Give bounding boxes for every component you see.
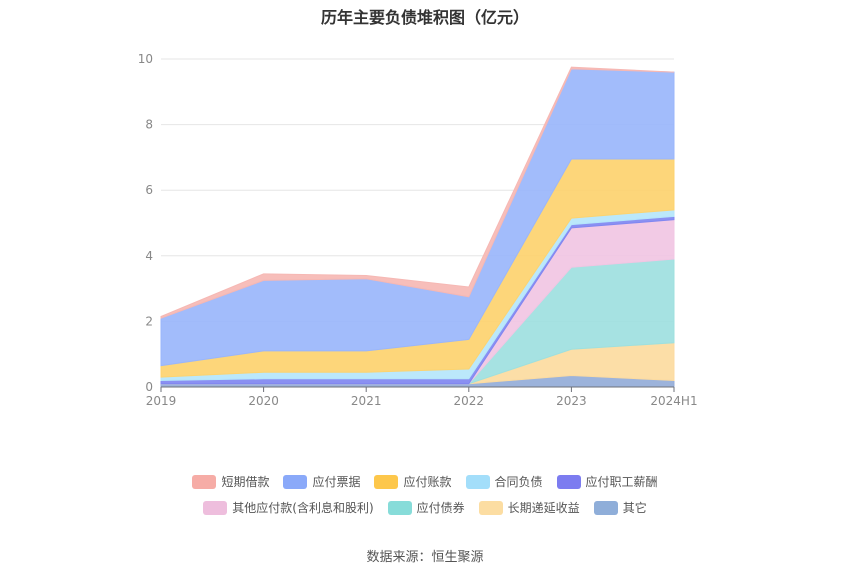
legend-item[interactable]: 合同负债 (465, 473, 543, 490)
legend-swatch (593, 500, 618, 515)
legend-item[interactable]: 应付票据 (283, 473, 360, 490)
legend-swatch (203, 500, 228, 515)
legend-item[interactable]: 应付职工薪酬 (556, 473, 658, 490)
legend-label: 应付票据 (312, 475, 361, 489)
y-tick-label: 0 (145, 380, 153, 394)
legend-swatch (478, 500, 503, 515)
x-tick-label: 2019 (146, 394, 177, 408)
y-tick-label: 4 (145, 249, 153, 263)
legend-item[interactable]: 应付账款 (374, 473, 452, 490)
x-tick-label: 2024H1 (650, 394, 697, 408)
legend-item[interactable]: 长期递延收益 (478, 499, 580, 516)
x-tick-label: 2023 (556, 394, 587, 408)
y-tick-label: 10 (138, 52, 153, 66)
legend-item[interactable]: 短期借款 (192, 473, 269, 490)
legend-swatch (192, 474, 217, 489)
legend-swatch (556, 474, 581, 489)
chart-title: 历年主要负债堆积图（亿元） (320, 8, 529, 27)
legend-swatch (465, 474, 490, 489)
legend-label: 应付债券 (416, 501, 465, 515)
legend-item[interactable]: 其它 (593, 499, 647, 516)
legend-label: 应付账款 (403, 475, 452, 489)
legend-swatch (374, 474, 399, 489)
x-tick-label: 2020 (248, 394, 279, 408)
stacked-area-chart: 0 2 4 6 8 10 2019 2020 2021 2022 2023 2024H1 (138, 52, 698, 408)
legend-item[interactable]: 其他应付款(含利息和股利) (203, 499, 374, 516)
legend-row-1: 短期借款 应付票据 应付账款 合同负债 应付职工薪酬 (0, 473, 850, 490)
x-tick-label: 2022 (454, 394, 485, 408)
area-短期借款 (160, 66, 675, 319)
legend-label: 短期借款 (221, 475, 270, 489)
legend-label: 应付职工薪酬 (585, 475, 658, 489)
axes: 0 2 4 6 8 10 2019 2020 2021 2022 2023 2024H1 (138, 52, 698, 408)
legend-swatch (387, 500, 412, 515)
y-tick-label: 8 (145, 118, 153, 132)
legend-swatch (283, 474, 308, 489)
legend-item[interactable]: 应付债券 (387, 499, 465, 516)
legend: 短期借款 应付票据 应付账款 合同负债 应付职工薪酬 其他应付款(含利息和股利) 应付债券… (0, 473, 850, 525)
area-series (160, 66, 675, 388)
legend-label: 其它 (622, 501, 647, 515)
y-tick-label: 6 (145, 183, 153, 197)
legend-label: 长期递延收益 (507, 501, 580, 515)
legend-label: 合同负债 (494, 475, 543, 489)
data-source-note: 数据来源：恒生聚源 (366, 550, 484, 565)
y-tick-label: 2 (145, 314, 153, 328)
legend-row-2: 其他应付款(含利息和股利) 应付债券 长期递延收益 其它 (0, 499, 850, 516)
x-tick-label: 2021 (351, 394, 382, 408)
legend-label: 其他应付款(含利息和股利) (232, 501, 374, 515)
